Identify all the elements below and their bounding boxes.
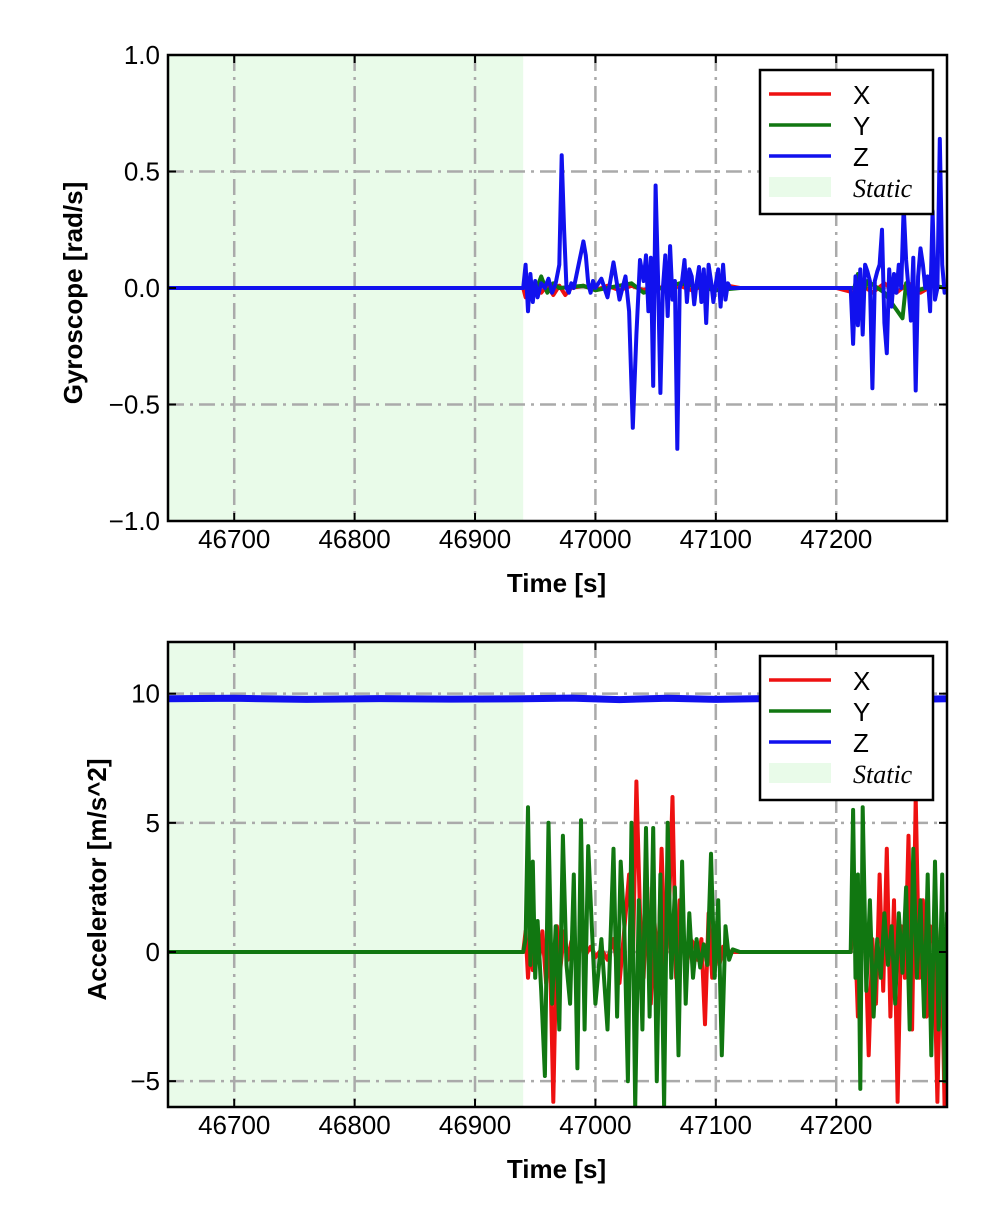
y-tick-label: 1.0 xyxy=(124,40,160,70)
series-group xyxy=(168,136,947,451)
y-tick-label: 10 xyxy=(131,679,160,709)
x-tick-label: 46800 xyxy=(318,1110,390,1140)
y-tick-label: −1.0 xyxy=(109,506,160,536)
x-tick-label: 47100 xyxy=(680,524,752,554)
x-tick-label: 46700 xyxy=(198,524,270,554)
x-tick-label: 46900 xyxy=(439,524,511,554)
legend-label-x: X xyxy=(853,80,870,110)
legend-swatch-static xyxy=(769,177,831,197)
x-tick-label: 47100 xyxy=(680,1110,752,1140)
y-tick-label: 5 xyxy=(146,808,160,838)
legend-label-y: Y xyxy=(853,697,870,727)
series-line-z xyxy=(168,136,947,451)
legend-label-z: Z xyxy=(853,142,869,172)
y-axis-title: Gyroscope [rad/s] xyxy=(58,182,88,405)
x-tick-label: 47200 xyxy=(800,524,872,554)
y-tick-label: 0 xyxy=(146,937,160,967)
legend-swatch-static xyxy=(769,763,831,783)
x-tick-label: 46700 xyxy=(198,1110,270,1140)
legend-label-x: X xyxy=(853,666,870,696)
y-tick-label: −5 xyxy=(130,1066,160,1096)
gyroscope-chart: 46700 46800 46900 47000 47100 47200 −1.0 −0.5 0.… xyxy=(58,40,949,598)
y-tick-label: 0.0 xyxy=(124,273,160,303)
legend-label-static: Static xyxy=(853,760,913,789)
series-line-y xyxy=(168,805,947,1107)
accelerometer-chart: 46700 46800 46900 47000 47100 47200 −5 0 5 10 Time… xyxy=(82,640,949,1184)
x-tick-label: 46800 xyxy=(318,524,390,554)
y-tick-label: 0.5 xyxy=(124,157,160,187)
x-tick-label: 47000 xyxy=(559,524,631,554)
plot-frame xyxy=(166,640,949,1109)
x-axis-title: Time [s] xyxy=(507,568,606,598)
x-tick-label: 47000 xyxy=(559,1110,631,1140)
y-tick-label: −0.5 xyxy=(109,390,160,420)
x-tick-label: 46900 xyxy=(439,1110,511,1140)
x-axis-title: Time [s] xyxy=(507,1154,606,1184)
legend-label-y: Y xyxy=(853,111,870,141)
x-tick-label: 47200 xyxy=(800,1110,872,1140)
legend-label-static: Static xyxy=(853,174,913,203)
y-axis-title: Accelerator [m/s^2] xyxy=(82,758,112,1000)
static-region xyxy=(168,642,524,1107)
legend-label-z: Z xyxy=(853,728,869,758)
